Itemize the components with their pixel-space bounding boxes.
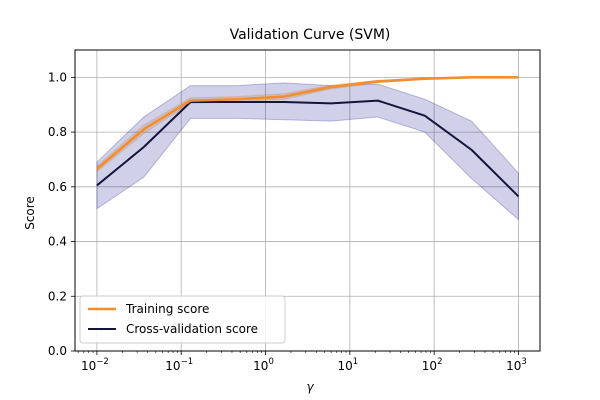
y-tick-label: 0.6: [48, 180, 67, 194]
series-line-cross-validation: [96, 99, 520, 198]
confidence-bands: [96, 76, 519, 221]
x-tick-exponent: −1: [181, 357, 194, 367]
x-tick-base: 10: [253, 359, 268, 373]
y-tick-label: 0.4: [48, 235, 67, 249]
x-tick-label: 102: [422, 357, 443, 373]
confidence-band-cross-validation: [96, 82, 519, 221]
series-lines: [96, 76, 520, 198]
x-tick-label: 100: [253, 357, 274, 373]
plot-frame: [74, 49, 541, 352]
x-tick-exponent: −2: [96, 357, 109, 367]
legend-box: [79, 295, 286, 344]
x-tick-exponent: 3: [521, 357, 526, 367]
x-tick-base: 10: [81, 359, 96, 373]
axis-ticks: 0.00.20.40.60.81.010−2 10−1 100 101 102 103: [48, 70, 527, 373]
y-tick-label: 0.8: [48, 125, 67, 139]
legend-label-cross-validation: Cross-validation score: [126, 322, 258, 336]
x-tick-label: 103: [506, 357, 527, 373]
chart-title: Validation Curve (SVM): [230, 27, 391, 43]
legend: Training score Cross-validation score: [79, 295, 286, 344]
y-tick-label: 1.0: [48, 70, 67, 84]
y-tick-label: 0.0: [48, 344, 67, 358]
x-tick-exponent: 0: [268, 357, 273, 367]
x-axis-label: γ: [306, 380, 314, 394]
x-tick-label: 10−1: [165, 357, 193, 373]
x-tick-exponent: 1: [353, 357, 358, 367]
legend-label-training: Training score: [125, 302, 209, 316]
x-tick-base: 10: [337, 359, 352, 373]
x-tick-label: 101: [337, 357, 358, 373]
y-tick-label: 0.2: [48, 289, 67, 303]
series-line-training: [96, 76, 519, 171]
x-tick-label: 10−2: [81, 357, 109, 373]
x-tick-base: 10: [165, 359, 180, 373]
x-tick-exponent: 2: [437, 357, 442, 367]
x-tick-base: 10: [506, 359, 521, 373]
y-axis-label: Score: [23, 196, 37, 230]
x-tick-base: 10: [422, 359, 437, 373]
